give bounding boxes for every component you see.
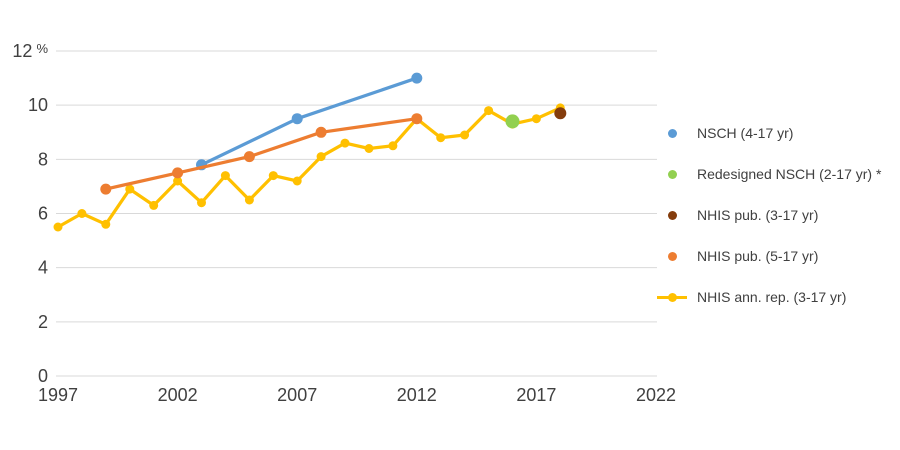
data-point-s0-2007: [291, 113, 303, 125]
circle-marker-icon: [668, 128, 677, 138]
data-point-s4-2011: [388, 141, 398, 151]
circle-marker-icon: [668, 210, 677, 220]
x-tick-label-2017: 2017: [516, 385, 556, 405]
circle-marker-icon: [668, 251, 677, 261]
legend-item-nhis-ann-rep: NHIS ann. rep. (3-17 yr): [657, 276, 897, 317]
data-point-s4-2006: [268, 171, 278, 181]
y-tick-label-2: 2: [38, 312, 48, 332]
series-line-4: [56, 106, 562, 229]
legend-item-nhis-pub-5-17: NHIS pub. (5-17 yr): [657, 235, 897, 276]
data-point-s4-2005: [244, 195, 254, 205]
data-point-s4-2008: [316, 152, 326, 162]
data-point-s3-2002: [172, 167, 184, 179]
legend-label: Redesigned NSCH (2-17 yr) *: [697, 165, 882, 182]
series-line-3: [104, 117, 419, 191]
legend-swatch: [657, 209, 687, 221]
chart-legend: NSCH (4-17 yr) Redesigned NSCH (2-17 yr)…: [657, 112, 897, 317]
data-point-s4-2002: [173, 176, 183, 186]
y-tick-label-12: 12%: [12, 41, 48, 61]
legend-label: NHIS ann. rep. (3-17 yr): [697, 288, 847, 305]
data-point-s4-2015: [484, 106, 494, 116]
data-point-s4-2014: [460, 130, 470, 140]
x-tick-label-1997: 1997: [38, 385, 78, 405]
data-point-s4-2001: [149, 200, 159, 210]
data-point-s3-1999: [100, 183, 112, 195]
legend-item-nhis-pub-3-17: NHIS pub. (3-17 yr): [657, 194, 897, 235]
legend-swatch: [657, 168, 687, 180]
data-point-s4-2004: [220, 171, 230, 181]
data-point-s1-2016: [505, 114, 520, 129]
circle-marker-icon: [668, 292, 677, 302]
data-point-s4-1999: [101, 219, 111, 229]
data-point-s4-2007: [292, 176, 302, 186]
legend-swatch: [657, 250, 687, 262]
data-point-s4-2017: [531, 114, 541, 124]
y-tick-label-0: 0: [38, 366, 48, 386]
y-tick-label-10: 10: [28, 95, 48, 115]
legend-label: NHIS pub. (3-17 yr): [697, 206, 819, 223]
legend-item-nsch: NSCH (4-17 yr): [657, 112, 897, 153]
circle-marker-icon: [668, 169, 677, 179]
legend-item-redesigned-nsch: Redesigned NSCH (2-17 yr) *: [657, 153, 897, 194]
series-line-0: [199, 76, 419, 167]
legend-label: NHIS pub. (5-17 yr): [697, 247, 819, 264]
legend-swatch: [657, 127, 687, 139]
x-tick-label-2022: 2022: [636, 385, 676, 405]
data-point-s4-2000: [125, 184, 135, 194]
x-tick-label-2002: 2002: [158, 385, 198, 405]
data-point-s0-2012: [411, 72, 423, 84]
legend-swatch: [657, 291, 687, 303]
data-point-s3-2008: [315, 126, 327, 138]
data-point-s3-2005: [243, 151, 255, 163]
legend-label: NSCH (4-17 yr): [697, 124, 794, 141]
data-point-s4-1997: [53, 222, 63, 232]
x-tick-label-2007: 2007: [277, 385, 317, 405]
data-point-s4-2003: [197, 198, 206, 208]
data-point-s4-1998: [77, 209, 87, 218]
data-point-s4-2010: [364, 144, 374, 153]
data-point-s4-2009: [340, 138, 350, 148]
y-axis-unit: %: [36, 41, 48, 56]
x-tick-label-2012: 2012: [397, 385, 437, 405]
data-point-s3-2012: [411, 113, 423, 125]
y-tick-label-6: 6: [38, 204, 48, 224]
y-tick-label-4: 4: [38, 258, 48, 278]
y-tick-label-8: 8: [38, 149, 48, 169]
data-point-s2-2018: [554, 107, 567, 120]
data-point-s4-2013: [436, 133, 446, 143]
